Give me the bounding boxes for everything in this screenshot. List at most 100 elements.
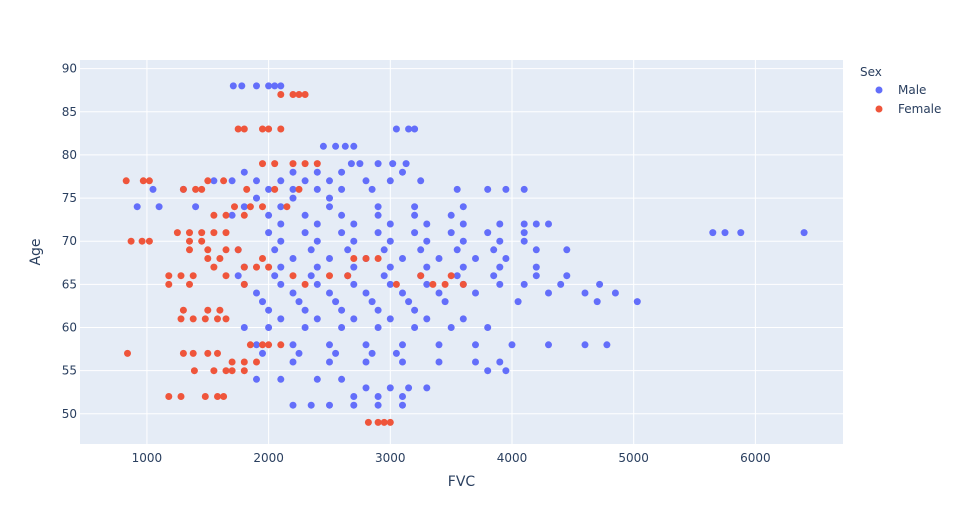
data-point-male: [496, 280, 504, 288]
data-point-female: [204, 306, 212, 314]
data-point-male: [259, 349, 266, 357]
data-point-male: [484, 324, 492, 331]
data-point-male: [411, 324, 419, 331]
data-point-female: [326, 272, 333, 280]
data-point-male: [301, 211, 309, 219]
data-point-female: [265, 341, 273, 349]
data-point-male: [253, 194, 260, 202]
legend-item-male[interactable]: Male: [875, 83, 927, 97]
data-point-male: [399, 393, 406, 400]
data-point-male: [347, 160, 355, 168]
data-point-male: [240, 324, 248, 331]
data-point-male: [447, 324, 455, 331]
data-point-female: [246, 341, 254, 349]
data-point-male: [362, 341, 370, 349]
data-point-female: [283, 203, 291, 211]
x-axis-ticks: 1000 2000 3000 4000 5000 6000: [132, 451, 771, 465]
data-point-male: [532, 272, 540, 280]
data-point-male: [386, 315, 394, 323]
data-point-female: [189, 349, 197, 357]
data-point-male: [238, 82, 246, 90]
data-point-female: [259, 203, 266, 211]
legend[interactable]: Sex Male Female: [860, 65, 941, 116]
data-point-male: [259, 298, 266, 306]
data-point-male: [289, 255, 297, 262]
data-point-male: [459, 237, 467, 245]
y-tick-label: 90: [62, 62, 77, 76]
data-point-male: [423, 384, 431, 392]
data-point-male: [350, 220, 358, 228]
data-point-male: [253, 375, 260, 383]
data-point-male: [326, 194, 333, 202]
data-point-male: [520, 237, 528, 245]
data-point-male: [611, 289, 619, 297]
data-point-male: [356, 160, 364, 168]
data-point-male: [490, 246, 498, 254]
data-point-male: [411, 211, 419, 219]
data-point-male: [277, 315, 285, 323]
data-point-female: [216, 306, 224, 314]
data-point-female: [210, 211, 218, 219]
data-point-male: [277, 82, 285, 90]
data-point-male: [295, 349, 303, 357]
data-point-male: [133, 203, 141, 211]
data-point-male: [532, 246, 540, 254]
data-point-female: [189, 315, 197, 323]
data-point-female: [259, 255, 266, 262]
data-point-male: [307, 246, 315, 254]
data-point-female: [214, 315, 221, 323]
data-point-male: [234, 272, 242, 280]
data-point-male: [350, 315, 358, 323]
data-point-male: [593, 298, 601, 306]
data-point-female: [210, 367, 218, 375]
data-point-male: [459, 220, 467, 228]
data-point-male: [386, 220, 394, 228]
data-point-female: [364, 418, 372, 426]
data-point-male: [253, 177, 260, 185]
data-point-male: [405, 125, 413, 133]
data-point-male: [490, 272, 498, 280]
data-point-male: [265, 306, 273, 314]
y-tick-label: 70: [62, 234, 77, 248]
data-point-male: [228, 211, 236, 219]
data-point-male: [192, 203, 200, 211]
data-point-male: [229, 82, 237, 90]
y-tick-label: 50: [62, 407, 77, 421]
data-point-female: [228, 367, 236, 375]
data-point-female: [313, 160, 321, 168]
legend-item-female[interactable]: Female: [875, 102, 942, 116]
data-point-female: [277, 91, 285, 98]
data-point-male: [326, 401, 333, 409]
data-point-male: [277, 203, 285, 211]
data-point-female: [301, 280, 309, 288]
data-point-male: [240, 168, 248, 176]
data-point-female: [127, 237, 135, 245]
data-point-female: [386, 418, 394, 426]
data-point-female: [222, 315, 230, 323]
data-point-male: [399, 401, 406, 409]
data-point-male: [472, 289, 479, 297]
plot-area: [80, 60, 843, 444]
data-point-male: [332, 349, 340, 357]
data-point-male: [313, 185, 321, 193]
data-point-male: [447, 211, 455, 219]
data-point-male: [350, 280, 358, 288]
data-point-male: [289, 358, 297, 366]
data-point-male: [301, 177, 309, 185]
data-point-male: [709, 229, 717, 237]
data-point-female: [210, 229, 218, 237]
data-point-female: [201, 315, 209, 323]
data-point-male: [277, 263, 285, 271]
data-point-male: [496, 237, 504, 245]
data-point-male: [484, 185, 492, 193]
data-point-male: [350, 401, 358, 409]
data-point-male: [265, 185, 273, 193]
data-point-female: [234, 125, 242, 133]
data-point-male: [557, 280, 565, 288]
y-tick-label: 55: [62, 364, 77, 378]
data-point-male: [338, 185, 346, 193]
data-point-male: [338, 168, 346, 176]
data-point-female: [301, 160, 309, 168]
data-point-female: [295, 91, 303, 98]
data-point-male: [326, 289, 333, 297]
